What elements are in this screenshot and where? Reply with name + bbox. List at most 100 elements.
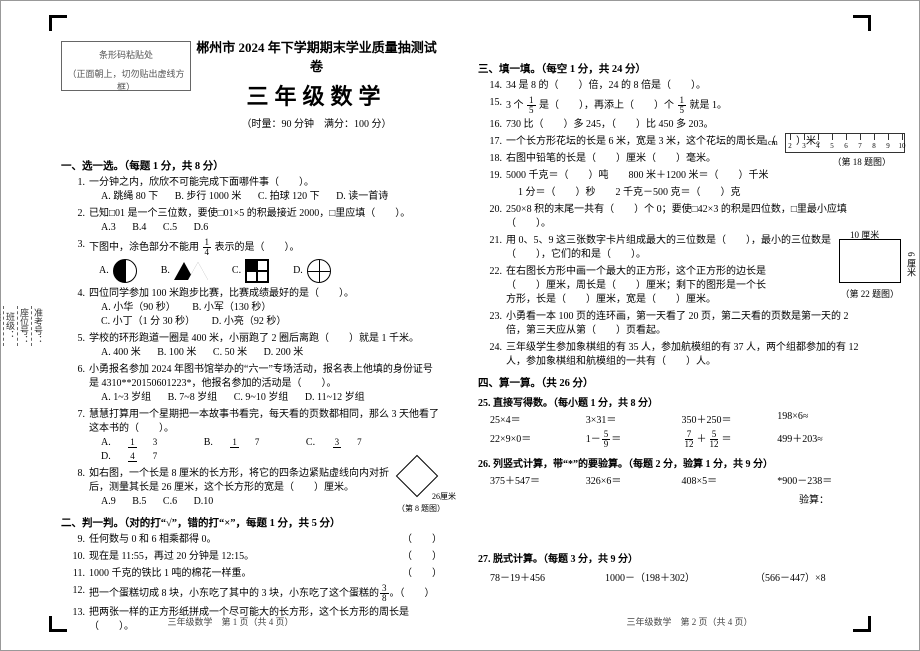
exam-title: 郴州市 2024 年下学期期末学业质量抽测试卷 — [191, 37, 442, 75]
question-14: 14.34 是 8 的（ ）倍，24 的 8 倍是（ ）。 — [478, 79, 859, 93]
q-text: 慧慧打算用一个星期把一本故事书看完，每天看的页数都相同，那么 3 天他看了这本书… — [89, 409, 439, 434]
q-text-b: 表示的是（ ）。 — [215, 242, 300, 253]
q-text: 一分钟之内，欣欣不可能完成下面哪件事（ ）。 — [89, 177, 314, 188]
circle-quarter-icon — [307, 259, 331, 283]
calc-item: 3×31＝ — [586, 411, 668, 426]
q-text: 四位同学参加 100 米跑步比赛，比赛成绩最好的是（ ）。 — [89, 288, 354, 299]
question-1: 1. 一分钟之内，欣欣不可能完成下面哪件事（ ）。 A. 跳绳 80 下 B. … — [61, 176, 442, 204]
question-24: 24.三年级学生参加象棋组的有 35 人，参加航模组的有 37 人，两个组都参加… — [478, 341, 859, 369]
q8-caption: （第 8 题图） — [394, 503, 448, 514]
sticker-note: （正面朝上，切勿贴出虚线方框） — [66, 67, 186, 93]
option: B. 17 — [204, 436, 290, 450]
calc-item: 25×4＝ — [490, 411, 572, 426]
question-5: 5. 学校的环形跑道一圈是 400 米，小丽跑了 2 圈后离跑（ ）就是 1 千… — [61, 332, 442, 360]
question-10: 10.现在是 11:55，再过 20 分钟是 12:15。（ ） — [61, 550, 442, 564]
option: B. 小军（130 秒） — [192, 301, 271, 315]
option: C.6 — [163, 495, 177, 509]
q-text-a: 下图中，涂色部分不能用 — [89, 242, 199, 253]
verify-label: 验算： — [478, 491, 859, 506]
rect-caption: （第 22 题图） — [840, 287, 899, 300]
page-2-footer: 三年级数学 第 2 页（共 4 页） — [460, 615, 919, 628]
calc-grid: 25×4＝ 3×31＝ 350＋250＝ 198×6≈ 22×9×0＝ 1－59… — [478, 411, 859, 449]
option-d: D. — [293, 259, 331, 283]
q-text-b: 后，测量其长是 26 厘米，这个长方形的宽是（ ）厘米。 — [89, 482, 354, 493]
option: B. 步行 1000 米 — [175, 190, 242, 204]
option: A. 小华（90 秒） — [101, 301, 176, 315]
q-num: 4. — [61, 287, 87, 301]
page-1: 条形码粘贴处 （正面朝上，切勿贴出虚线方框） 郴州市 2024 年下学期期末学业… — [1, 1, 460, 650]
question-9: 9.任何数与 0 和 6 相乘都得 0。（ ） — [61, 533, 442, 547]
option: C. 拍球 120 下 — [258, 190, 320, 204]
page-1-footer: 三年级数学 第 1 页（共 4 页） — [1, 615, 460, 628]
option: C.5 — [163, 221, 177, 235]
fraction: 14 — [203, 238, 212, 257]
calc-item: 78－19＋456 — [490, 569, 545, 584]
calc-item: 499＋203≈ — [777, 430, 859, 449]
option: D. 读一首诗 — [336, 190, 388, 204]
ruler-unit: 1cm — [764, 138, 778, 147]
q25-heading: 25. 直接写得数。（每小题 1 分，共 8 分） — [478, 394, 859, 409]
option: A. 400 米 — [101, 346, 141, 360]
calc-item: 408×5＝ — [682, 472, 764, 487]
question-16: 16.730 比（ ）多 245，（ ）比 450 多 203。 — [478, 118, 859, 132]
option: C. 50 米 — [213, 346, 247, 360]
q26-heading: 26. 列竖式计算，带“*”的要验算。（每题 2 分，验算 1 分，共 9 分） — [478, 455, 859, 470]
exam-page: 准考号： 座位号： 班级： 姓名： 学校： 条形码粘贴处 （正面朝上，切勿贴出虚… — [0, 0, 920, 651]
q8-figure: 26厘米 （第 8 题图） — [394, 461, 448, 514]
question-2: 2. 已知□01 是一个三位数，要使□01×5 的积最接近 2000，□里应填（… — [61, 207, 442, 235]
exam-meta: （时量：90 分钟 满分：100 分） — [191, 115, 442, 130]
q-text-a: 如右图，一个长是 8 厘米的长方形，将它的四条边紧贴虚线向内对折 — [89, 468, 389, 479]
question-11: 11.1000 千克的铁比 1 吨的棉花一样重。（ ） — [61, 567, 442, 581]
section-1-heading: 一、选一选。（每题 1 分，共 8 分） — [61, 158, 442, 173]
q-num: 3. — [61, 238, 87, 252]
calc-item: *900－238＝ — [777, 472, 859, 487]
question-15: 15. 3 个 15 是（ ），再添上（ ）个 15 就是 1。 — [478, 96, 859, 115]
question-8: 8. 如右图，一个长是 8 厘米的长方形，将它的四条边紧贴虚线向内对折 后，测量… — [61, 467, 442, 509]
sticker-title: 条形码粘贴处 — [66, 48, 186, 61]
step-calc-row: 78－19＋456 1000－（198＋302） （566－447）×8 — [478, 569, 859, 584]
rect-right-label: 6 厘米 — [905, 252, 918, 277]
option: C. 37 — [306, 436, 392, 450]
q8-dimension: 26厘米 — [432, 491, 456, 502]
q-num: 5. — [61, 332, 87, 346]
calc-item: 712＋512＝ — [682, 430, 764, 449]
question-20: 20.250×8 积的末尾一共有（ ）个 0；要使□42×3 的积是四位数，□里… — [478, 203, 859, 231]
barcode-sticker-area: 条形码粘贴处 （正面朝上，切勿贴出虚线方框） — [61, 41, 191, 91]
section-3-heading: 三、填一填。（每空 1 分，共 24 分） — [478, 61, 859, 76]
circle-icon — [113, 259, 137, 283]
ruler-caption: （第 18 题图） — [832, 155, 891, 168]
calc-item: 1－59＝ — [586, 430, 668, 449]
q-text: 已知□01 是一个三位数，要使□01×5 的积最接近 2000，□里应填（ ）。 — [89, 208, 410, 219]
option: A.9 — [101, 495, 116, 509]
option-b: B. — [161, 262, 208, 280]
question-3: 3. 下图中，涂色部分不能用 14 表示的是（ ）。 A. B. C. D. — [61, 238, 442, 283]
q-num: 6. — [61, 363, 87, 377]
calc-item: 350＋250＝ — [682, 411, 764, 426]
section-4-heading: 四、算一算。（共 26 分） — [478, 375, 859, 390]
option: D. 200 米 — [264, 346, 304, 360]
exam-header: 郴州市 2024 年下学期期末学业质量抽测试卷 三年级数学 （时量：90 分钟 … — [191, 37, 442, 130]
option: A. 1~3 岁组 — [101, 391, 151, 405]
question-6: 6. 小勇报名参加 2024 年图书馆举办的“六一”专场活动，报名表上他填的身份… — [61, 363, 442, 405]
question-19b: 1 分＝（ ）秒 2 千克－500 克＝（ ）克 — [478, 186, 859, 200]
q-text: 小勇报名参加 2024 年图书馆举办的“六一”专场活动，报名表上他填的身份证号是… — [89, 364, 433, 389]
option: B. 7~8 岁组 — [168, 391, 218, 405]
question-21: 21.用 0、5、9 这三张数字卡片组成最大的三位数是（ ），最小的三位数是（ … — [478, 234, 859, 262]
calc-item: 22×9×0＝ — [490, 430, 572, 449]
question-22: 22.在右图长方形中画一个最大的正方形，这个正方形的边长是（ ）厘米，周长是（ … — [478, 265, 859, 307]
rectangle-figure: 10 厘米 6 厘米 — [839, 239, 901, 283]
page-2: 三、填一填。（每空 1 分，共 24 分） 14.34 是 8 的（ ）倍，24… — [460, 1, 919, 650]
square-icon — [245, 259, 269, 283]
question-19: 19.5000 千克＝（ ）吨 800 米＋1200 米＝（ ）千米 — [478, 169, 859, 183]
triangle-icon — [174, 262, 208, 280]
option: A.3 — [101, 221, 116, 235]
section-2-heading: 二、判一判。（对的打“√”，错的打“×”，每题 1 分，共 5 分） — [61, 515, 442, 530]
q-num: 7. — [61, 408, 87, 422]
q-num: 8. — [61, 467, 87, 481]
option: A. 13 — [101, 436, 187, 450]
vertical-calc-row: 375＋547＝ 326×6＝ 408×5＝ *900－238＝ — [478, 472, 859, 487]
question-7: 7. 慧慧打算用一个星期把一本故事书看完，每天看的页数都相同，那么 3 天他看了… — [61, 408, 442, 464]
q-num: 2. — [61, 207, 87, 221]
question-18: 18.右图中铅笔的长是（ ）厘米（ ）毫米。 — [478, 152, 859, 166]
option-a: A. — [99, 259, 137, 283]
